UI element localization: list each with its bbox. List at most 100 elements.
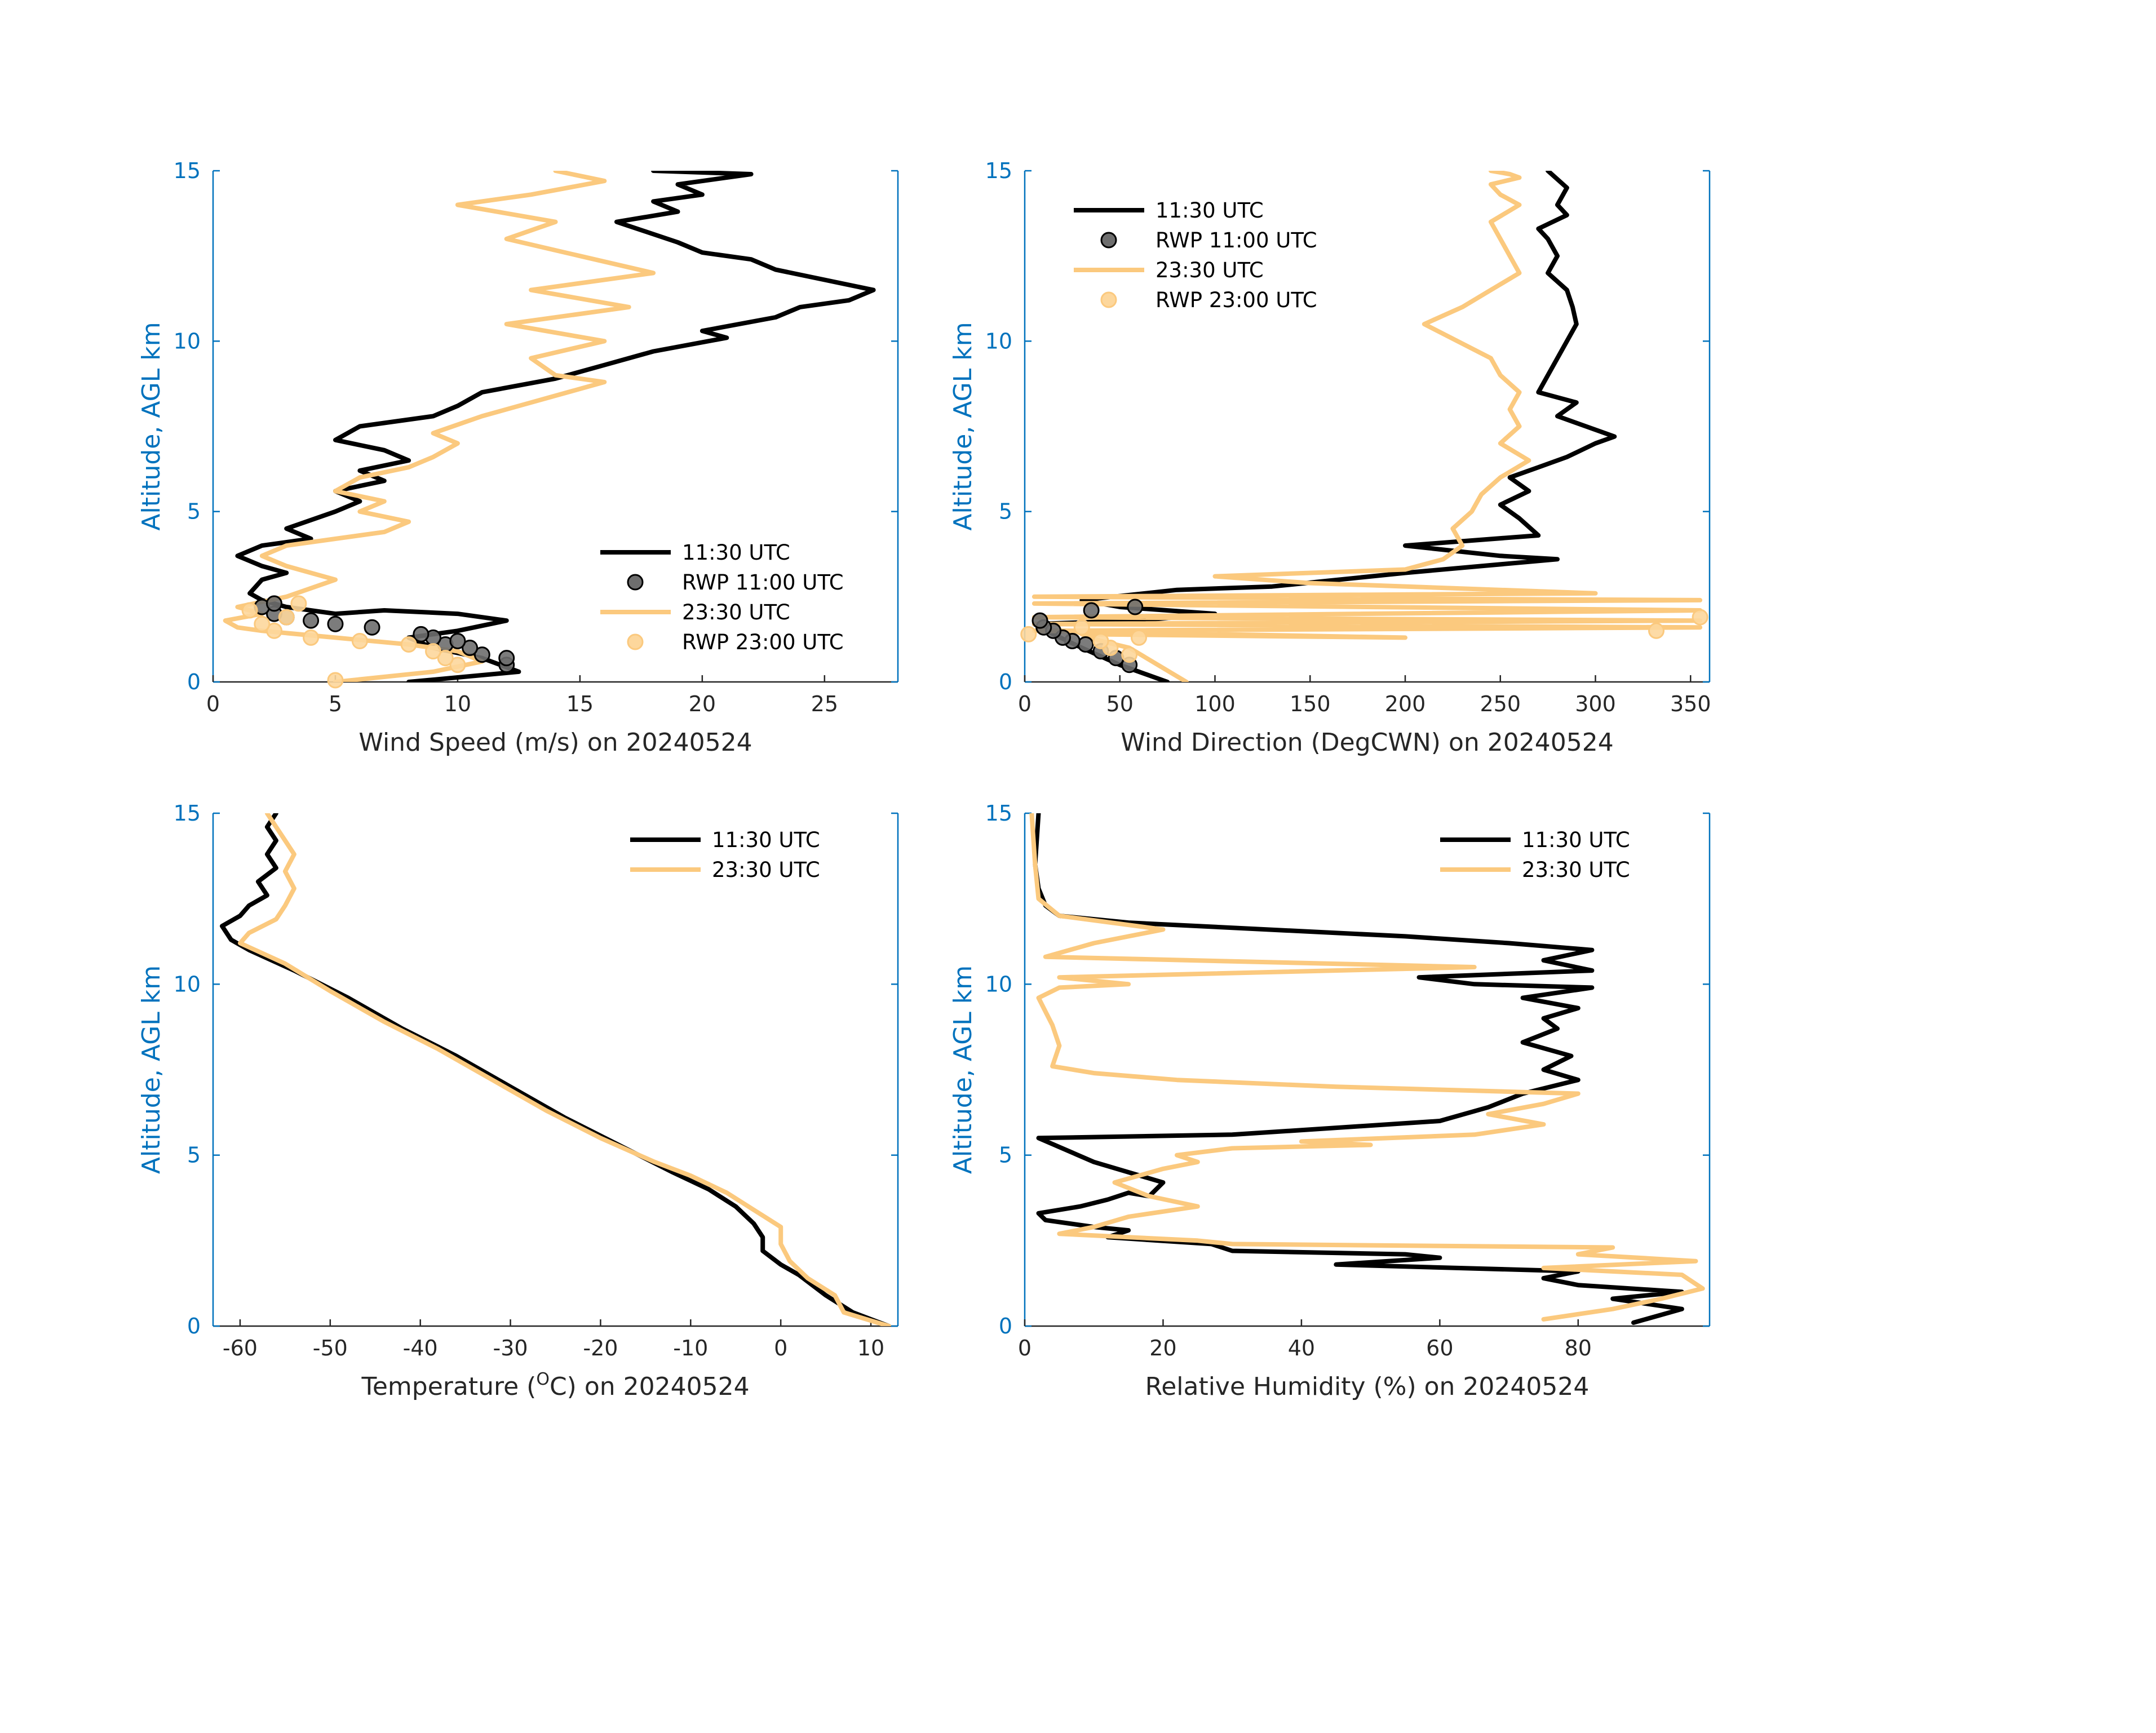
legend-label: RWP 23:00 UTC bbox=[1156, 288, 1317, 312]
x-tick-label: 0 bbox=[1018, 1336, 1031, 1360]
y-tick-label: 5 bbox=[187, 1143, 201, 1168]
x-tick-label: 5 bbox=[329, 692, 342, 716]
chart-temperature: 0 5 10 15 -60 -50 -40 -30 -20 -10 0 10 Altitude, AGL… bbox=[137, 801, 899, 1401]
rwp-marker bbox=[425, 643, 442, 660]
legend: 11:30 UTC RWP 11:00 UTC 23:30 UTC RWP 23:00… bbox=[1074, 198, 1317, 312]
chart-relative-humidity: 0 5 10 15 0 20 40 60 80 Altitude, AGL km Relative … bbox=[949, 801, 1711, 1401]
x-axis-label: Relative Humidity (%) on 20240524 bbox=[1145, 1372, 1590, 1401]
rwp-marker bbox=[1121, 646, 1138, 663]
x-tick-label: -60 bbox=[223, 1336, 258, 1360]
y-tick-label: 15 bbox=[174, 158, 201, 183]
legend-label: 11:30 UTC bbox=[682, 540, 790, 565]
legend-label: 23:30 UTC bbox=[712, 858, 820, 882]
legend-label: RWP 23:00 UTC bbox=[682, 630, 844, 654]
y-tick-label: 15 bbox=[985, 801, 1012, 826]
y-tick-label: 10 bbox=[174, 972, 201, 996]
rwp-marker bbox=[327, 615, 344, 632]
series-line-23-30-utc bbox=[223, 171, 656, 682]
legend-label: 11:30 UTC bbox=[712, 828, 820, 852]
legend-label: RWP 11:00 UTC bbox=[1156, 228, 1317, 252]
rwp-marker bbox=[1692, 609, 1708, 626]
y-tick-label: 10 bbox=[985, 972, 1012, 996]
y-tick-label: 10 bbox=[174, 329, 201, 353]
chart-wind-speed: 0 5 10 15 0 5 10 15 20 25 Altitude, AGL km Wind Spe… bbox=[137, 158, 899, 757]
x-tick-label: 80 bbox=[1565, 1336, 1592, 1360]
series-line-11-30-utc bbox=[235, 171, 876, 682]
x-tick-label: 100 bbox=[1194, 692, 1236, 716]
rwp-marker bbox=[303, 629, 320, 646]
rwp-marker bbox=[449, 632, 466, 649]
legend-label: RWP 11:00 UTC bbox=[682, 570, 844, 595]
legend-label: 23:30 UTC bbox=[1522, 858, 1630, 882]
rwp-marker bbox=[265, 622, 282, 639]
x-tick-label: 200 bbox=[1385, 692, 1426, 716]
x-tick-label: 10 bbox=[857, 1336, 884, 1360]
x-tick-label: 25 bbox=[811, 692, 838, 716]
rwp-marker bbox=[400, 636, 417, 653]
y-tick-label: 0 bbox=[999, 1314, 1012, 1338]
y-tick-label: 5 bbox=[999, 1143, 1012, 1168]
rwp-marker bbox=[241, 602, 258, 619]
y-tick-label: 15 bbox=[174, 801, 201, 826]
y-tick-label: 0 bbox=[999, 670, 1012, 694]
x-tick-label: 40 bbox=[1288, 1336, 1315, 1360]
rwp-marker bbox=[1031, 612, 1048, 629]
rwp-marker bbox=[254, 615, 271, 632]
rwp-marker bbox=[462, 640, 479, 657]
rwp-marker bbox=[413, 626, 430, 642]
rwp-marker bbox=[1648, 622, 1664, 639]
y-axis-label: Altitude, AGL km bbox=[949, 965, 977, 1174]
legend-label: 11:30 UTC bbox=[1522, 828, 1630, 852]
legend: 11:30 UTC RWP 11:00 UTC 23:30 UTC RWP 23:00… bbox=[600, 540, 844, 654]
rwp-marker bbox=[364, 619, 380, 636]
x-axis-label: Wind Speed (m/s) on 20240524 bbox=[358, 728, 752, 757]
series-line-23-30-utc bbox=[238, 813, 891, 1326]
y-tick-label: 0 bbox=[187, 1314, 201, 1338]
y-tick-label: 10 bbox=[985, 329, 1012, 353]
series-line-23-30-utc bbox=[1029, 813, 1705, 1322]
series-line-11-30-utc bbox=[1033, 813, 1684, 1325]
legend-marker-swatch bbox=[627, 574, 644, 591]
y-axis-label: Altitude, AGL km bbox=[137, 965, 166, 1174]
legend-marker-swatch bbox=[627, 633, 644, 650]
x-tick-label: -50 bbox=[313, 1336, 348, 1360]
x-tick-label: -40 bbox=[403, 1336, 438, 1360]
rwp-marker bbox=[278, 609, 295, 626]
x-tick-label: -30 bbox=[493, 1336, 528, 1360]
legend: 11:30 UTC 23:30 UTC bbox=[1440, 828, 1630, 882]
rwp-marker bbox=[1127, 599, 1144, 615]
rwp-marker bbox=[1020, 626, 1037, 642]
x-tick-label: 0 bbox=[774, 1336, 787, 1360]
x-tick-label: 15 bbox=[566, 692, 594, 716]
legend-marker-swatch bbox=[1100, 291, 1117, 308]
x-axis-label: Temperature (OC) on 20240524 bbox=[361, 1369, 749, 1401]
rwp-marker bbox=[473, 646, 490, 663]
rwp-marker bbox=[1092, 632, 1109, 649]
x-tick-label: 0 bbox=[1018, 692, 1031, 716]
legend-marker-swatch bbox=[1100, 232, 1117, 249]
y-tick-label: 5 bbox=[999, 499, 1012, 524]
series-line-11-30-utc bbox=[220, 813, 891, 1326]
rwp-marker bbox=[327, 672, 344, 689]
rwp-marker bbox=[437, 650, 454, 667]
x-axis-label: Wind Direction (DegCWN) on 20240524 bbox=[1121, 728, 1613, 757]
x-tick-label: 150 bbox=[1290, 692, 1331, 716]
y-axis-label: Altitude, AGL km bbox=[137, 322, 166, 530]
rwp-marker bbox=[1131, 629, 1147, 646]
rwp-marker bbox=[1073, 619, 1090, 636]
rwp-marker bbox=[1083, 602, 1100, 619]
legend-label: 23:30 UTC bbox=[682, 600, 790, 624]
legend-label: 23:30 UTC bbox=[1156, 258, 1264, 282]
x-tick-label: 350 bbox=[1670, 692, 1711, 716]
legend: 11:30 UTC 23:30 UTC bbox=[630, 828, 820, 882]
x-tick-label: 0 bbox=[206, 692, 220, 716]
rwp-marker bbox=[265, 595, 282, 612]
rwp-marker bbox=[303, 612, 320, 629]
y-tick-label: 15 bbox=[985, 158, 1012, 183]
x-tick-label: 20 bbox=[1149, 1336, 1176, 1360]
x-tick-label: 250 bbox=[1480, 692, 1521, 716]
x-tick-label: 10 bbox=[444, 692, 471, 716]
x-tick-label: 50 bbox=[1106, 692, 1134, 716]
